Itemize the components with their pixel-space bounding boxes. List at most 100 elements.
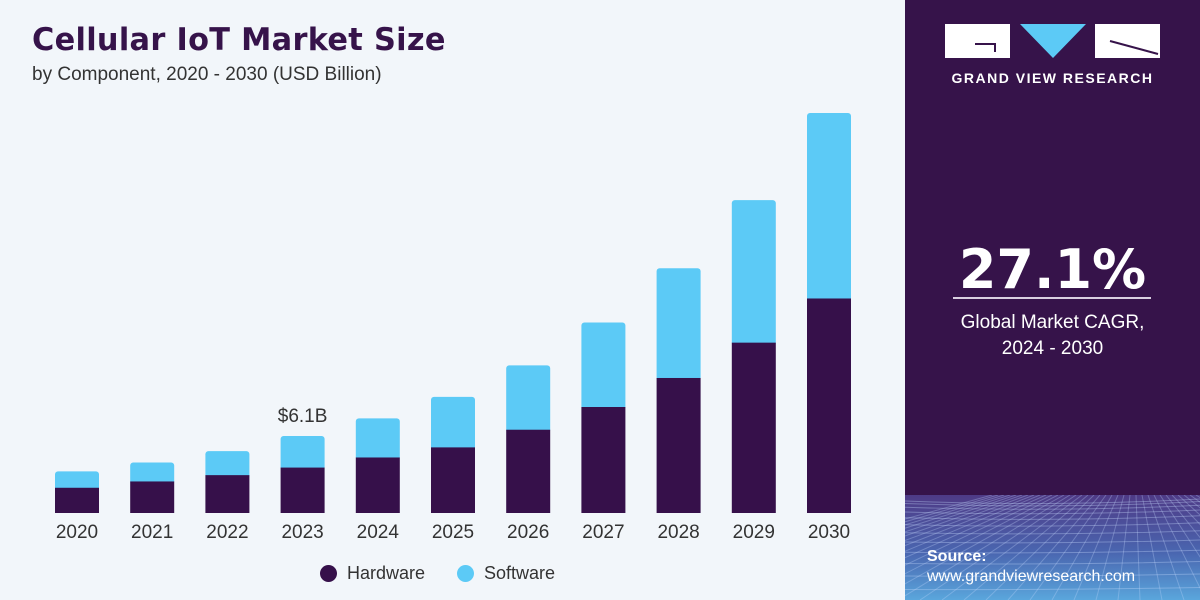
logo-v-triangle-icon — [1020, 24, 1086, 58]
grid-line — [905, 587, 1200, 591]
bar-group-2023: 2023 — [280, 436, 325, 543]
grid-line — [905, 495, 1041, 552]
grid-line — [905, 495, 1047, 559]
bar-hardware-2025 — [431, 447, 475, 513]
bar-hardware-2024 — [355, 457, 400, 513]
grid-line — [905, 504, 1200, 510]
cagr-label: Global Market CAGR, 2024 - 2030 — [905, 310, 1200, 362]
grid-line — [905, 495, 1011, 529]
bar-software-2023 — [280, 436, 325, 471]
grid-line — [1141, 495, 1163, 600]
source-background — [905, 495, 1200, 600]
grid-line — [905, 495, 999, 523]
legend-swatch-hardware — [320, 565, 337, 582]
chart-panel: Cellular IoT Market Size by Component, 2… — [32, 22, 851, 584]
grid-line — [905, 495, 1005, 526]
grid-line — [905, 495, 1059, 575]
bar-hardware-2022 — [205, 475, 250, 513]
grid-line — [941, 495, 1083, 600]
bar-hardware-2028 — [656, 377, 701, 513]
x-tick-label: 2029 — [733, 522, 775, 543]
source-link[interactable]: www.grandviewresearch.com — [927, 568, 1136, 585]
grid-line — [1165, 495, 1200, 539]
grand-view-research-logo — [945, 24, 1160, 58]
bar-hardware-2020 — [55, 487, 99, 513]
grid-line — [905, 501, 1200, 507]
bar-chart: 2020 2021 2022 2023 2024 2025 2026 2027 2028 2029… — [55, 113, 851, 543]
bar-group-2030: 2030 — [807, 113, 851, 543]
logo-r-block — [1095, 24, 1160, 58]
x-tick-label: 2024 — [357, 522, 400, 543]
x-tick-label: 2026 — [507, 522, 549, 543]
grid-line — [1147, 495, 1185, 600]
chart-title: Cellular IoT Market Size — [32, 22, 446, 58]
bar-group-2027: 2027 — [581, 322, 626, 543]
legend-label-software: Software — [484, 563, 556, 583]
bar-software-2029 — [731, 200, 776, 346]
grid-line — [905, 495, 993, 520]
grid-line — [919, 495, 1077, 600]
x-tick-label: 2028 — [657, 522, 699, 543]
cagr-value: 27.1% — [958, 238, 1147, 301]
grid-line — [905, 498, 1200, 505]
grid-line — [1117, 495, 1131, 600]
grid-line — [905, 495, 1065, 585]
bar-hardware-2030 — [807, 298, 851, 513]
bar-software-2028 — [656, 268, 701, 381]
chart-subtitle: by Component, 2020 - 2030 (USD Billion) — [32, 64, 382, 85]
bar-group-2022: 2022 — [205, 451, 250, 543]
grid-line — [1159, 495, 1200, 558]
legend-label-hardware: Hardware — [347, 563, 426, 583]
grid-line — [905, 561, 1200, 565]
info-sidebar: GRAND VIEW RESEARCH 27.1% Global Market … — [905, 0, 1200, 600]
bar-software-2030 — [807, 113, 851, 302]
cagr-label-line2: 2024 - 2030 — [1001, 338, 1104, 359]
grid-line — [905, 530, 1200, 535]
grid-line — [905, 495, 1029, 542]
legend-swatch-software — [457, 565, 475, 582]
bar-software-2026 — [506, 365, 551, 433]
x-tick-label: 2022 — [206, 522, 248, 543]
grid-line — [905, 495, 1071, 597]
grid-line — [1177, 495, 1200, 516]
grid-line — [1153, 495, 1200, 590]
grid-line — [905, 495, 1053, 566]
grid-line — [1171, 495, 1200, 526]
bar-hardware-2027 — [581, 407, 626, 513]
grid-line — [1051, 495, 1113, 600]
grid-line — [905, 539, 1200, 544]
logo-g-block — [945, 24, 1010, 58]
grid-line — [905, 515, 1200, 520]
data-label-2023: $6.1B — [278, 406, 328, 427]
legend: Hardware Software — [320, 563, 587, 584]
grid-line — [1007, 495, 1101, 600]
bar-software-2025 — [431, 396, 475, 451]
grid-line — [905, 495, 1035, 547]
grid-line — [905, 522, 1200, 527]
bar-hardware-2021 — [130, 481, 175, 513]
wireframe-grid-decoration — [905, 495, 1200, 600]
bar-group-2028: 2028 — [656, 268, 701, 543]
bar-group-2025: 2025 — [431, 396, 475, 543]
bar-software-2020 — [55, 471, 99, 491]
bar-software-2022 — [205, 451, 250, 479]
grid-line — [1095, 495, 1125, 600]
grid-line — [905, 509, 1200, 515]
x-tick-label: 2021 — [131, 522, 173, 543]
x-tick-label: 2030 — [808, 522, 850, 543]
bar-hardware-2029 — [731, 342, 776, 513]
cagr-label-line1: Global Market CAGR, — [960, 312, 1145, 333]
bar-software-2024 — [355, 418, 400, 461]
grid-line — [985, 495, 1095, 600]
bar-software-2027 — [581, 322, 626, 411]
bar-group-2026: 2026 — [506, 365, 551, 543]
bar-group-2021: 2021 — [130, 462, 175, 543]
grid-line — [905, 549, 1200, 554]
brand-name: GRAND VIEW RESEARCH — [951, 70, 1154, 86]
grid-line — [905, 495, 1017, 533]
bar-software-2021 — [130, 462, 175, 485]
bar-hardware-2026 — [506, 429, 551, 513]
grid-line — [1073, 495, 1119, 600]
bar-group-2024: 2024 — [355, 418, 400, 543]
divider — [953, 297, 1151, 299]
